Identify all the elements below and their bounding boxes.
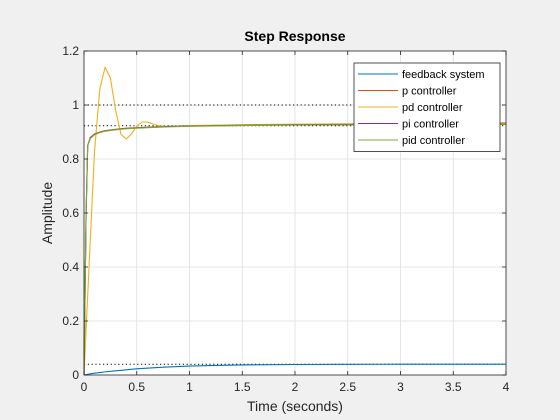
legend-entry-label: pd controller bbox=[402, 102, 463, 114]
series-line-pid-controller bbox=[83, 123, 507, 376]
x-axis-label: Time (seconds) bbox=[247, 398, 343, 414]
chart-title: Step Response bbox=[244, 28, 345, 44]
legend-entry-label: feedback system bbox=[402, 69, 485, 81]
x-tick-label: 2 bbox=[292, 380, 299, 394]
x-tick-label: 2.5 bbox=[339, 380, 356, 394]
series-lines bbox=[83, 66, 507, 376]
series-line-feedback-system bbox=[83, 363, 506, 376]
y-tick-label: 0 bbox=[72, 368, 79, 382]
y-tick-label: 0.8 bbox=[62, 152, 79, 166]
x-tick-label: 3.5 bbox=[445, 380, 462, 394]
y-tick-label: 0.6 bbox=[62, 206, 79, 220]
y-axis-label: Amplitude bbox=[39, 182, 55, 244]
y-tick-label: 1 bbox=[72, 98, 79, 112]
y-tick-label: 0.4 bbox=[62, 260, 79, 274]
y-tick-label: 0.2 bbox=[62, 314, 79, 328]
x-tick-label: 1.5 bbox=[234, 380, 251, 394]
x-tick-label: 3 bbox=[397, 380, 404, 394]
x-tick-label: 4 bbox=[503, 380, 510, 394]
x-tick-label: 0 bbox=[81, 380, 88, 394]
legend[interactable]: feedback system p controller pd controller… bbox=[353, 62, 501, 152]
legend-entry-label: p controller bbox=[402, 86, 457, 98]
x-tick-label: 1 bbox=[186, 380, 193, 394]
legend-entry-label: pi controller bbox=[402, 119, 459, 131]
y-tick-label: 1.2 bbox=[62, 44, 79, 58]
legend-entry-label: pid controller bbox=[402, 135, 465, 147]
x-tick-label: 0.5 bbox=[128, 380, 145, 394]
ticks: 0 0.5 1 1.5 2 2.5 3 3.5 4 0 0.2 0.4 0.6 0.8 1 1.2 bbox=[62, 44, 509, 394]
